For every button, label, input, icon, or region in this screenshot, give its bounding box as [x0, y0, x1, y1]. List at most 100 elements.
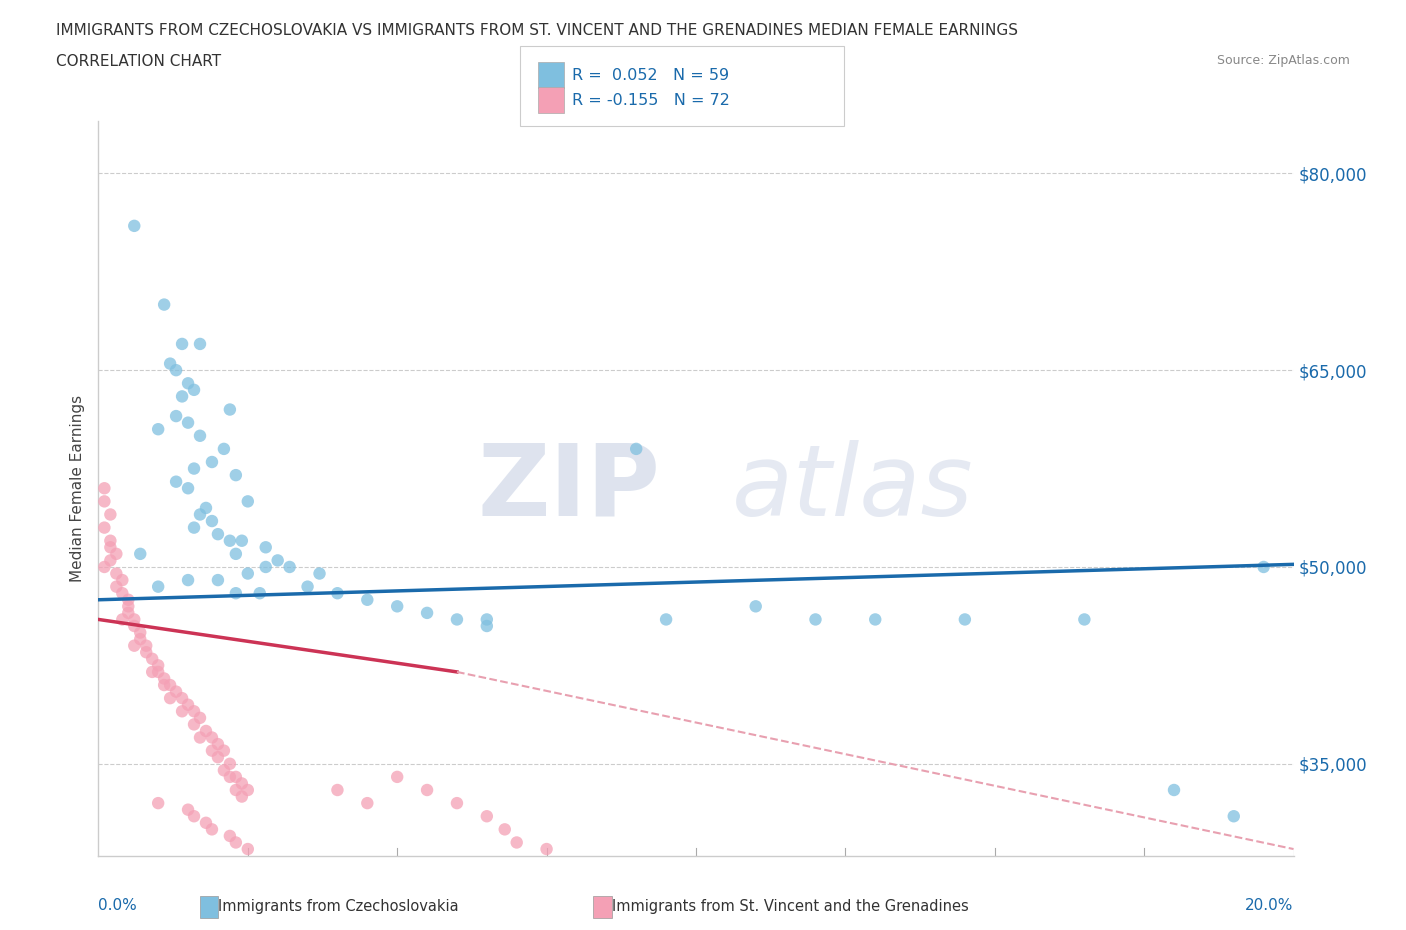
- Point: [506, 835, 529, 850]
- Text: Source: ZipAtlas.com: Source: ZipAtlas.com: [1216, 54, 1350, 67]
- Point: [117, 599, 139, 614]
- Point: [93, 520, 115, 535]
- Point: [236, 494, 259, 509]
- Point: [1163, 782, 1185, 797]
- Point: [183, 382, 205, 397]
- Point: [416, 605, 439, 620]
- Point: [219, 829, 242, 844]
- Point: [124, 638, 146, 653]
- Point: [172, 389, 194, 404]
- Point: [172, 704, 194, 719]
- Point: [1073, 612, 1095, 627]
- Point: [105, 579, 128, 594]
- Point: [231, 776, 253, 790]
- Point: [475, 809, 498, 824]
- Point: [195, 724, 218, 738]
- Point: [141, 651, 163, 666]
- Point: [1253, 560, 1275, 575]
- Point: [98, 507, 122, 522]
- Point: [165, 474, 187, 489]
- Point: [148, 422, 170, 437]
- Text: R = -0.155   N = 72: R = -0.155 N = 72: [572, 93, 730, 108]
- Point: [254, 539, 277, 554]
- Point: [219, 402, 242, 417]
- Point: [267, 553, 290, 568]
- Point: [207, 750, 229, 764]
- Point: [225, 782, 247, 797]
- Text: IMMIGRANTS FROM CZECHOSLOVAKIA VS IMMIGRANTS FROM ST. VINCENT AND THE GRENADINES: IMMIGRANTS FROM CZECHOSLOVAKIA VS IMMIGR…: [56, 23, 1018, 38]
- Point: [117, 605, 139, 620]
- Point: [117, 592, 139, 607]
- Point: [177, 481, 200, 496]
- Point: [385, 599, 409, 614]
- Point: [172, 337, 194, 352]
- Point: [212, 763, 235, 777]
- Point: [98, 553, 122, 568]
- Point: [475, 612, 498, 627]
- Point: [225, 586, 247, 601]
- Point: [93, 494, 115, 509]
- Point: [98, 533, 122, 548]
- Point: [536, 842, 558, 857]
- Text: 0.0%: 0.0%: [98, 897, 138, 912]
- Point: [207, 526, 229, 541]
- Point: [159, 678, 181, 693]
- Point: [188, 507, 211, 522]
- Point: [111, 612, 134, 627]
- Point: [278, 560, 301, 575]
- Point: [249, 586, 271, 601]
- Point: [475, 618, 498, 633]
- Point: [326, 586, 349, 601]
- Point: [236, 782, 259, 797]
- Point: [745, 599, 768, 614]
- Text: CORRELATION CHART: CORRELATION CHART: [56, 54, 221, 69]
- Point: [177, 376, 200, 391]
- Point: [326, 782, 349, 797]
- Point: [141, 664, 163, 679]
- Point: [183, 520, 205, 535]
- Y-axis label: Median Female Earnings: Median Female Earnings: [69, 394, 84, 582]
- Point: [148, 658, 170, 672]
- Point: [93, 481, 115, 496]
- Point: [446, 612, 468, 627]
- Point: [165, 684, 187, 699]
- Point: [148, 664, 170, 679]
- Text: 20.0%: 20.0%: [1246, 897, 1294, 912]
- Point: [494, 822, 516, 837]
- Point: [201, 730, 224, 745]
- Text: Immigrants from St. Vincent and the Grenadines: Immigrants from St. Vincent and the Gren…: [612, 899, 969, 914]
- Text: Immigrants from Czechoslovakia: Immigrants from Czechoslovakia: [218, 899, 458, 914]
- Point: [183, 809, 205, 824]
- Point: [183, 461, 205, 476]
- Point: [183, 717, 205, 732]
- Point: [148, 796, 170, 811]
- Point: [177, 803, 200, 817]
- Point: [129, 547, 152, 562]
- Point: [416, 782, 439, 797]
- Point: [129, 631, 152, 646]
- Point: [177, 698, 200, 712]
- Point: [201, 513, 224, 528]
- Point: [626, 442, 648, 457]
- Point: [231, 790, 253, 804]
- Point: [201, 822, 224, 837]
- Point: [297, 579, 319, 594]
- Point: [195, 500, 218, 515]
- Point: [159, 691, 181, 706]
- Point: [124, 618, 146, 633]
- Text: ZIP: ZIP: [477, 440, 661, 537]
- Point: [153, 678, 176, 693]
- Point: [93, 560, 115, 575]
- Point: [446, 796, 468, 811]
- Point: [308, 566, 330, 581]
- Point: [225, 547, 247, 562]
- Point: [201, 743, 224, 758]
- Point: [111, 586, 134, 601]
- Point: [219, 533, 242, 548]
- Point: [165, 408, 187, 423]
- Point: [177, 415, 200, 430]
- Point: [188, 730, 211, 745]
- Point: [98, 539, 122, 554]
- Point: [105, 566, 128, 581]
- Point: [219, 756, 242, 771]
